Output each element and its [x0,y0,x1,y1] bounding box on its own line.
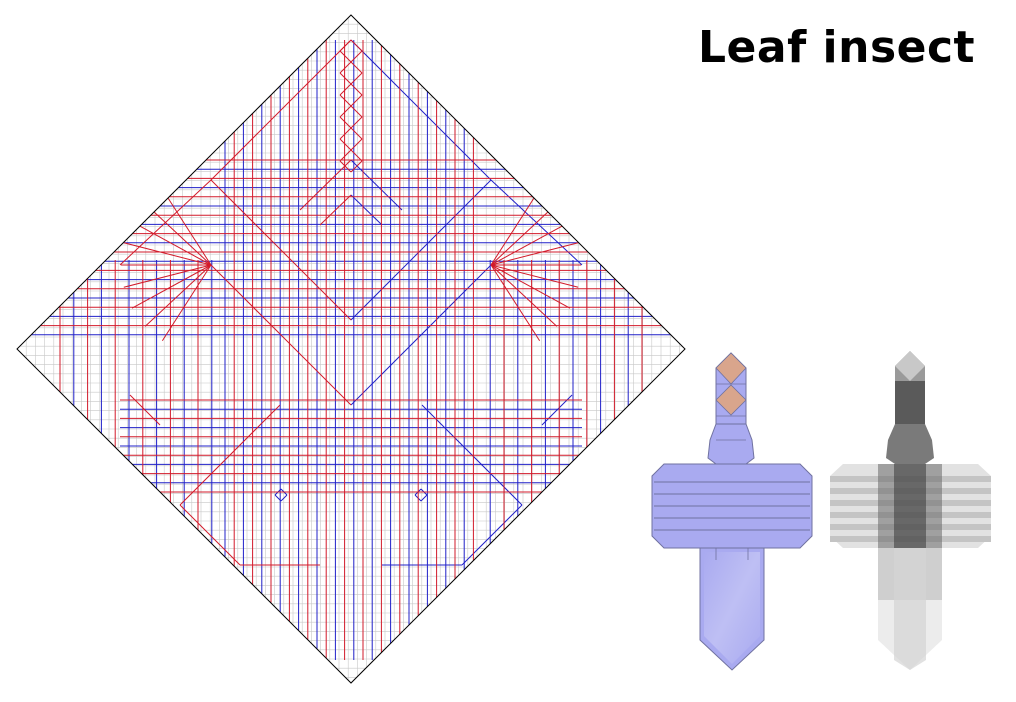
diamond-fold [280,494,288,502]
crease-pattern [16,14,686,684]
fan-fold [144,264,212,327]
diamond-fold [274,494,282,502]
diagonal-fold [350,39,492,181]
diagonal-fold [299,159,352,211]
diagonal-fold [179,504,241,566]
diagonal-fold [319,194,352,226]
diamond-fold [350,72,363,85]
fan-fold [131,221,212,266]
diamond-fold [350,105,363,118]
fan-fold [161,264,212,342]
diamond-fold [339,127,352,140]
diagonal-fold [350,194,383,226]
fan-fold [161,188,212,266]
fan-fold [490,203,558,266]
diamond-fold [350,138,363,151]
model-neck [707,423,755,465]
diamond-fold [350,116,363,129]
diamond-fold [339,160,352,173]
diamond-fold [350,94,363,107]
folded-model-icon [651,352,813,671]
diamond-fold [339,39,352,52]
diagonal-fold [129,394,161,426]
fan-fold [123,242,212,266]
diamond-fold [339,50,352,63]
grid-lines [17,15,685,683]
model-head-tip [715,352,747,385]
diamond-fold [420,494,428,502]
diamond-fold [350,61,363,74]
fan-fold [123,264,212,288]
diamond-fold [350,160,363,173]
xray-neck [886,424,934,464]
diagonal-fold [210,179,352,321]
x-ray-view-icon [830,351,991,670]
diagonal-fold [179,404,281,506]
diamond-fold [339,105,352,118]
diamond-fold [339,72,352,85]
fan-fold [490,242,579,266]
diamond-fold [350,149,363,162]
diagonal-fold [210,264,352,406]
fan-fold [131,264,212,309]
diamond-fold [339,94,352,107]
fan-fold [490,221,571,266]
diamond-fold [339,149,352,162]
model-head-tip-2 [715,384,747,416]
fan-fold [490,264,571,309]
diamond-fold [339,61,352,74]
diamond-fold [339,83,352,96]
diagonal-fold [350,159,403,211]
diamond-fold [339,116,352,129]
paper-border [16,14,686,684]
diagonal-fold [210,39,352,181]
fan-fold [490,264,541,342]
diagonal-fold [350,179,492,321]
diagram-title: Leaf insect [698,22,976,73]
fan-fold [490,264,579,288]
diamond-fold [339,138,352,151]
diagonal-fold [461,504,523,566]
fan-fold [144,203,212,266]
diamond-fold [350,39,363,52]
fan-fold [490,264,558,327]
diamond-fold [350,50,363,63]
diamond-fold [350,83,363,96]
diamond-fold [350,127,363,140]
fan-fold [490,188,541,266]
